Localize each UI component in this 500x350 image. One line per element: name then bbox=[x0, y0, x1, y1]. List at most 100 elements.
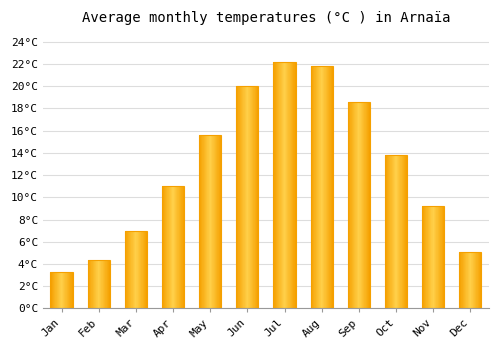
Bar bbox=[254, 86, 255, 308]
Bar bbox=[240, 86, 241, 308]
Bar bbox=[168, 186, 169, 308]
Bar bbox=[219, 135, 220, 308]
Bar bbox=[395, 155, 396, 308]
Bar bbox=[365, 102, 366, 308]
Bar bbox=[97, 260, 98, 308]
Bar bbox=[467, 252, 468, 308]
Bar bbox=[70, 272, 71, 308]
Bar bbox=[106, 260, 107, 308]
Bar bbox=[215, 135, 216, 308]
Bar bbox=[91, 260, 92, 308]
Bar bbox=[442, 206, 443, 308]
Bar bbox=[328, 66, 329, 308]
Bar bbox=[274, 62, 275, 308]
Bar bbox=[143, 231, 144, 308]
Bar bbox=[133, 231, 134, 308]
Bar bbox=[105, 260, 106, 308]
Bar bbox=[144, 231, 145, 308]
Bar bbox=[252, 86, 253, 308]
Bar bbox=[311, 66, 312, 308]
Bar bbox=[466, 252, 467, 308]
Bar bbox=[401, 155, 402, 308]
Bar bbox=[385, 155, 407, 308]
Bar bbox=[427, 206, 428, 308]
Bar bbox=[406, 155, 407, 308]
Bar bbox=[178, 186, 179, 308]
Bar bbox=[403, 155, 404, 308]
Bar bbox=[242, 86, 243, 308]
Bar bbox=[291, 62, 292, 308]
Bar bbox=[127, 231, 128, 308]
Bar bbox=[473, 252, 474, 308]
Bar bbox=[321, 66, 322, 308]
Bar bbox=[348, 102, 349, 308]
Bar bbox=[477, 252, 478, 308]
Bar bbox=[67, 272, 68, 308]
Bar bbox=[438, 206, 440, 308]
Bar bbox=[88, 260, 89, 308]
Bar bbox=[236, 86, 258, 308]
Bar bbox=[238, 86, 239, 308]
Bar bbox=[394, 155, 395, 308]
Bar bbox=[424, 206, 425, 308]
Bar bbox=[94, 260, 95, 308]
Bar bbox=[292, 62, 293, 308]
Bar bbox=[480, 252, 481, 308]
Bar bbox=[88, 260, 110, 308]
Bar bbox=[436, 206, 437, 308]
Bar bbox=[275, 62, 276, 308]
Bar bbox=[288, 62, 289, 308]
Bar bbox=[179, 186, 180, 308]
Bar bbox=[349, 102, 350, 308]
Bar bbox=[433, 206, 434, 308]
Bar bbox=[332, 66, 333, 308]
Bar bbox=[236, 86, 237, 308]
Bar bbox=[430, 206, 431, 308]
Bar bbox=[50, 272, 51, 308]
Bar bbox=[213, 135, 214, 308]
Bar bbox=[317, 66, 318, 308]
Bar bbox=[364, 102, 365, 308]
Bar bbox=[137, 231, 138, 308]
Bar bbox=[286, 62, 288, 308]
Bar bbox=[440, 206, 441, 308]
Bar bbox=[217, 135, 218, 308]
Bar bbox=[400, 155, 401, 308]
Bar bbox=[404, 155, 405, 308]
Bar bbox=[176, 186, 177, 308]
Bar bbox=[241, 86, 242, 308]
Bar bbox=[199, 135, 222, 308]
Bar bbox=[89, 260, 90, 308]
Bar bbox=[174, 186, 176, 308]
Bar bbox=[390, 155, 391, 308]
Bar bbox=[170, 186, 171, 308]
Bar bbox=[100, 260, 101, 308]
Bar bbox=[290, 62, 291, 308]
Bar bbox=[478, 252, 479, 308]
Bar bbox=[247, 86, 248, 308]
Bar bbox=[324, 66, 325, 308]
Bar bbox=[51, 272, 52, 308]
Bar bbox=[441, 206, 442, 308]
Bar bbox=[469, 252, 470, 308]
Bar bbox=[315, 66, 316, 308]
Bar bbox=[239, 86, 240, 308]
Bar bbox=[180, 186, 181, 308]
Bar bbox=[96, 260, 97, 308]
Bar bbox=[140, 231, 141, 308]
Bar bbox=[318, 66, 319, 308]
Bar bbox=[69, 272, 70, 308]
Bar bbox=[434, 206, 435, 308]
Bar bbox=[128, 231, 129, 308]
Bar bbox=[322, 66, 323, 308]
Bar bbox=[423, 206, 424, 308]
Bar bbox=[199, 135, 200, 308]
Bar bbox=[173, 186, 174, 308]
Bar bbox=[431, 206, 432, 308]
Bar bbox=[432, 206, 433, 308]
Bar bbox=[255, 86, 256, 308]
Bar bbox=[212, 135, 213, 308]
Bar bbox=[352, 102, 354, 308]
Bar bbox=[210, 135, 212, 308]
Bar bbox=[329, 66, 330, 308]
